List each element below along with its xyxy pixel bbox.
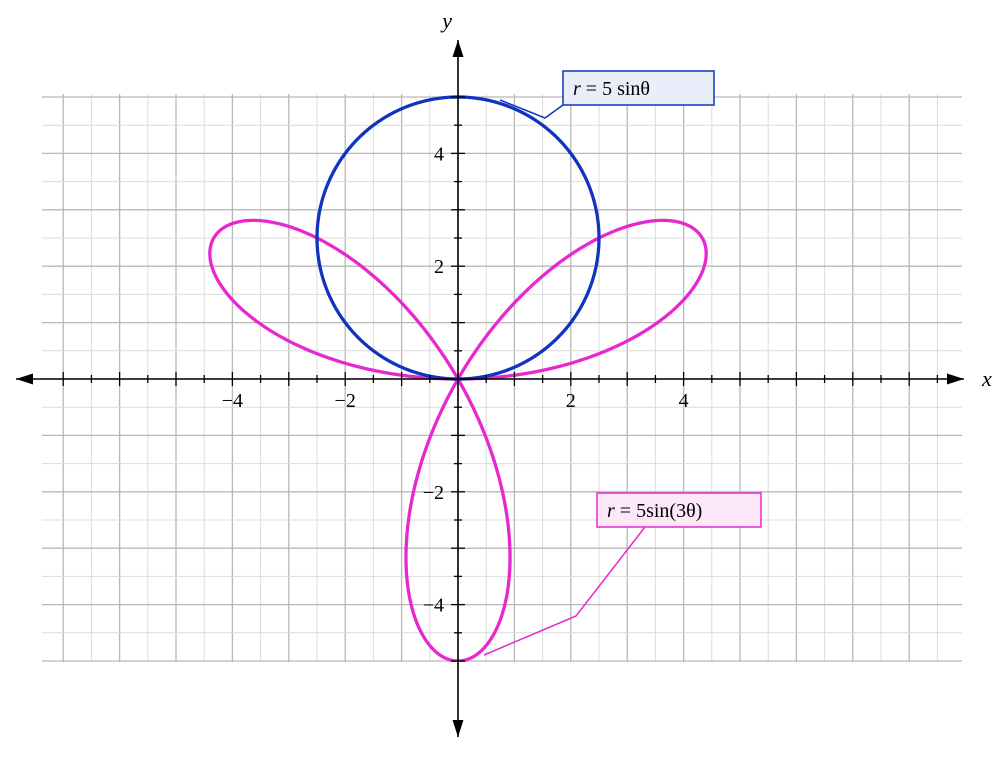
y-tick-label: 4 bbox=[434, 143, 444, 165]
callout-label: r = 5 sinθ bbox=[573, 78, 650, 100]
y-tick-label: 2 bbox=[434, 256, 444, 278]
y-tick-label: −2 bbox=[423, 482, 444, 504]
x-tick-label: −4 bbox=[222, 390, 243, 412]
y-tick-label: −4 bbox=[423, 595, 444, 617]
x-tick-label: −2 bbox=[335, 390, 356, 412]
polar-chart: −4 −2 2 4 −4 −2 2 4 x y r = 5 sinθ r = 5sin(3θ) bbox=[0, 0, 1000, 759]
x-tick-label: 2 bbox=[566, 390, 576, 412]
x-axis-label: x bbox=[981, 366, 992, 391]
x-tick-label: 4 bbox=[679, 390, 689, 412]
chart-svg: −4 −2 2 4 −4 −2 2 4 x y r = 5 sinθ r = 5sin(3θ) bbox=[0, 0, 1000, 759]
y-axis-label: y bbox=[440, 8, 452, 33]
callout-label: r = 5sin(3θ) bbox=[607, 500, 702, 522]
